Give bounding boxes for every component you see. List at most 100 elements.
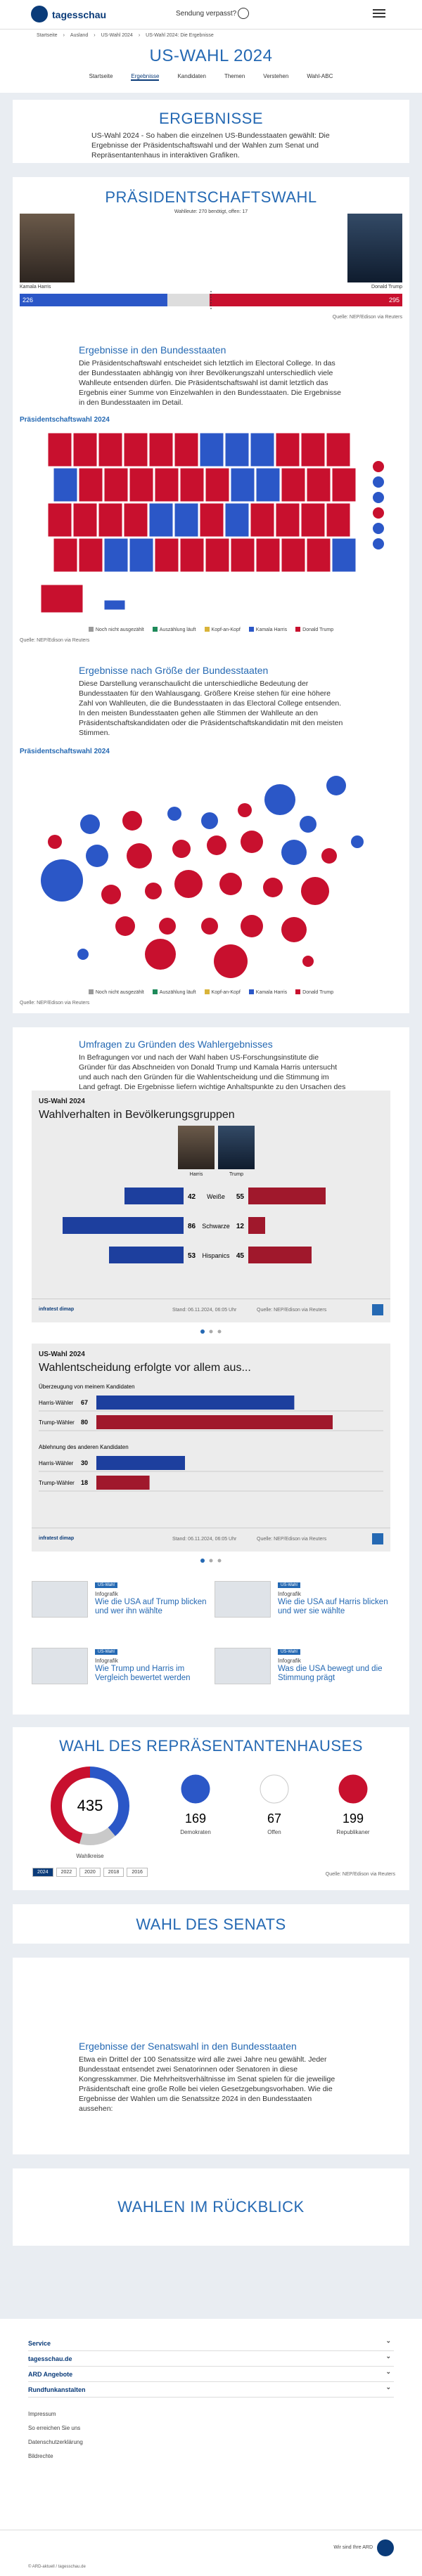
state-shape [40,584,84,613]
bar [124,1188,184,1204]
carousel-dots[interactable] [197,1328,225,1335]
state-shape [98,502,123,538]
state-bubble [241,831,263,853]
ard-logo[interactable] [377,2539,394,2556]
year-tab[interactable]: 2024 [32,1868,53,1877]
party-icon [338,1774,368,1804]
teaser[interactable]: US-Wahl Infografik Wie Trump und Harris im… [32,1648,207,1704]
crumb[interactable]: US-Wahl 2024 [101,33,133,38]
party-icon [181,1774,210,1804]
bar [109,1247,184,1263]
nav-item[interactable]: Wahl-ABC [307,73,333,79]
survey-text: In Befragungen vor und nach der Wahl hab… [79,1053,346,1101]
candidate-name: Donald Trump [371,285,402,290]
bar [248,1188,326,1204]
heading: WAHL DES REPRÄSENTANTENHAUSES [59,1737,363,1755]
year-tab[interactable]: 2022 [56,1868,77,1877]
teaser[interactable]: US-Wahl Infografik Was die USA bewegt und … [215,1648,390,1704]
share-icon[interactable] [372,1304,383,1315]
seat-count: 169 [185,1811,206,1826]
states-text: Die Präsidentschaftswahl entscheidet sic… [79,359,341,407]
state-shape [205,538,230,573]
legend-item: Donald Trump [295,989,333,995]
logo-icon[interactable] [31,6,48,22]
teaser[interactable]: US-Wahl Infografik Wie die USA auf Trump b… [32,1581,207,1637]
footer-menu[interactable]: tagesschau.de [28,2351,394,2367]
footer-link[interactable]: Bildrechte [28,2453,53,2459]
teaser-title[interactable]: Wie die USA auf Trump blicken und wer ih… [95,1598,207,1615]
logo[interactable]: tagesschau [52,9,107,20]
state-bubble [302,956,314,967]
state-shape [148,432,174,467]
category-label: Schwarze [202,1223,230,1230]
house-chart: 169 Demokraten 67 Offen 199 Republikaner 435 Wa… [51,1767,370,1859]
state-shape [72,502,98,538]
widget-footer: infratest dimap Stand: 06.11.2024, 06:05… [32,1528,390,1552]
state-shape [326,432,351,467]
widget-label: US-Wahl 2024 [39,1098,85,1105]
play-icon[interactable] [238,8,249,19]
teaser-title[interactable]: Wie die USA auf Harris blicken und wer s… [278,1598,388,1615]
state-bubble [80,814,100,834]
nav-item[interactable]: Themen [224,73,245,79]
donut-segment [51,1767,129,1845]
teaser-kicker: Infografik [95,1591,118,1597]
state-bubble [159,918,176,935]
state-bubble [300,816,316,833]
nav-item[interactable]: Kandidaten [177,73,206,79]
footer-menu[interactable]: Service [28,2336,394,2351]
state-shape [129,467,154,502]
state-shape [179,467,205,502]
value-label: 55 [236,1193,245,1201]
nav-item[interactable]: Verstehen [263,73,289,79]
state-shape [281,467,306,502]
state-shape [123,502,148,538]
year-tab[interactable]: 2018 [103,1868,124,1877]
legend: Noch nicht ausgezählt Auszählung läuft K… [13,627,409,632]
state-shape [123,432,148,467]
nav-item[interactable]: Startseite [89,73,113,79]
widget-label: US-Wahl 2024 [39,1351,85,1358]
teaser-title[interactable]: Wie Trump und Harris im Vergleich bewert… [95,1665,191,1682]
search-link[interactable]: Sendung verpasst? [176,10,237,18]
teaser-title[interactable]: Was die USA bewegt und die Stimmung präg… [278,1665,383,1682]
sub-heading: Ergebnisse nach Größe der Bundesstaaten [79,665,269,676]
ard-claim[interactable]: Wir sind Ihre ARD [333,2545,373,2550]
footer-link[interactable]: Impressum [28,2411,56,2417]
category-label: Trump-Wähler [39,1419,75,1426]
state-bubble [326,776,346,795]
category-label: Harris-Wähler [39,1460,74,1466]
copyright: © ARD-aktuell / tagesschau.de [28,2565,86,2569]
footer-menu[interactable]: ARD Angebote [28,2367,394,2382]
teaser[interactable]: US-Wahl Infografik Wie die USA auf Harris … [215,1581,390,1637]
value-label: 86 [188,1223,196,1230]
state-shape [98,432,123,467]
state-bubble [77,949,89,960]
footer-link[interactable]: So erreichen Sie uns [28,2425,81,2431]
footer-link[interactable]: Datenschutzerklärung [28,2439,83,2445]
carousel-dots[interactable] [197,1557,225,1564]
seat-count: 67 [267,1811,281,1826]
crumb[interactable]: Ausland [70,33,89,38]
state-bubble [207,835,226,855]
heading: ERGEBNISSE [158,110,264,127]
state-shape [306,467,331,502]
state-shape [53,538,78,573]
year-tab[interactable]: 2016 [127,1868,148,1877]
bar [96,1476,150,1490]
bar [248,1217,265,1234]
total-label: Wahlkreise [76,1853,104,1859]
menu-icon[interactable] [373,9,385,18]
crumb[interactable]: Startseite [37,33,58,38]
year-tab[interactable]: 2020 [79,1868,101,1877]
share-icon[interactable] [372,1533,383,1544]
state-bubble [281,840,307,865]
bar-chart: Überzeugung von meinem Kandidaten Harris-… [39,1384,383,1492]
state-shape [103,599,126,611]
footer-menu[interactable]: Rundfunkanstalten [28,2382,394,2398]
nav-item[interactable]: Ergebnisse [131,73,160,81]
source: Quelle: NEP/Edison via Reuters [20,1001,90,1006]
state-shape [275,502,300,538]
state-bubble [48,835,62,849]
trump-photo [347,214,402,282]
